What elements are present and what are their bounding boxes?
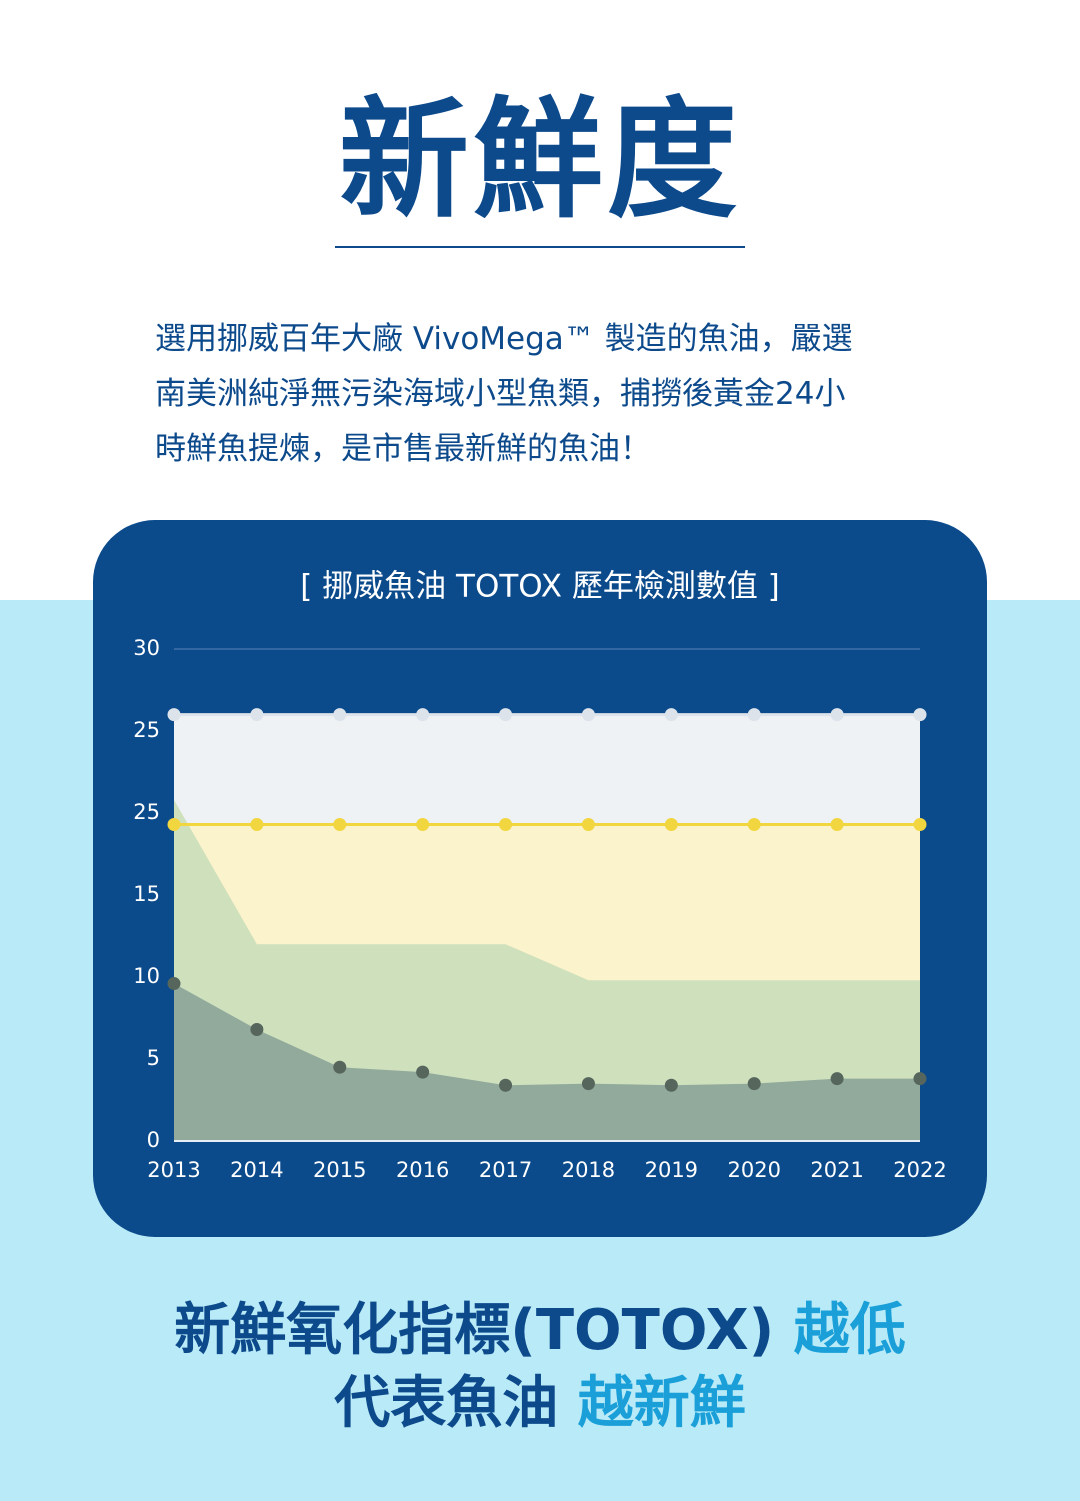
x-tick-label: 2015 — [313, 1158, 366, 1182]
point — [499, 817, 513, 831]
x-tick-label: 2013 — [147, 1158, 200, 1182]
y-tick-label: 15 — [133, 882, 160, 906]
x-tick-label: 2019 — [645, 1158, 698, 1182]
intro-line: 時鮮魚提煉，是市售最新鮮的魚油！ — [155, 431, 651, 467]
point — [747, 708, 761, 722]
x-tick-label: 2022 — [893, 1158, 946, 1182]
footer-line: 新鮮氧化指標(TOTOX) 越低 — [0, 1285, 1080, 1366]
point — [250, 817, 264, 831]
point — [830, 708, 844, 722]
area — [174, 799, 920, 1141]
footer-accent: 越新鮮 — [577, 1371, 746, 1436]
y-tick-label: 10 — [133, 964, 160, 988]
footer-line: 代表魚油 越新鮮 — [0, 1358, 1080, 1439]
footer-text: 代表魚油 — [334, 1371, 559, 1436]
y-tick-label: 30 — [133, 636, 160, 660]
y-tick-label: 0 — [147, 1128, 160, 1152]
point — [664, 708, 678, 722]
point — [830, 1072, 844, 1086]
point — [581, 1077, 595, 1091]
x-tick-label: 2016 — [396, 1158, 449, 1182]
point — [913, 1072, 927, 1086]
x-tick-label: 2021 — [810, 1158, 863, 1182]
point — [499, 1078, 513, 1092]
point — [167, 977, 181, 991]
intro: 選用挪威百年大廠 VivoMega™ 製造的魚油，嚴選 南美洲純淨無污染海域小型… — [155, 312, 955, 477]
intro-line: 南美洲純淨無污染海域小型魚類，捕撈後黃金24小 — [155, 376, 846, 412]
point — [333, 708, 347, 722]
point — [747, 817, 761, 831]
area — [174, 983, 920, 1141]
point — [167, 708, 181, 722]
point — [333, 817, 347, 831]
point — [416, 817, 430, 831]
point — [333, 1060, 347, 1074]
x-tick-label: 2017 — [479, 1158, 532, 1182]
page-title: 新鮮度 — [338, 84, 741, 236]
point — [913, 708, 927, 722]
y-tick-label: 25 — [133, 800, 160, 824]
x-tick-label: 2020 — [727, 1158, 780, 1182]
footer-accent: 越低 — [793, 1298, 906, 1363]
point — [581, 817, 595, 831]
intro-line: 選用挪威百年大廠 VivoMega™ 製造的魚油，嚴選 — [155, 321, 853, 357]
footer-text: 新鮮氧化指標(TOTOX) — [174, 1298, 775, 1363]
point — [499, 708, 513, 722]
chart-title: [ 挪威魚油 TOTOX 歷年檢測數值 ] — [300, 569, 780, 605]
point — [830, 817, 844, 831]
point — [664, 817, 678, 831]
point — [416, 708, 430, 722]
x-tick-label: 2014 — [230, 1158, 283, 1182]
point — [167, 817, 181, 831]
title-underline — [335, 246, 745, 248]
point — [581, 708, 595, 722]
point — [250, 1022, 264, 1036]
point — [664, 1078, 678, 1092]
x-tick-label: 2018 — [562, 1158, 615, 1182]
point — [913, 817, 927, 831]
point — [747, 1077, 761, 1091]
y-tick-label: 5 — [147, 1046, 160, 1070]
point — [250, 708, 264, 722]
point — [416, 1065, 430, 1079]
y-tick-label: 25 — [133, 718, 160, 742]
